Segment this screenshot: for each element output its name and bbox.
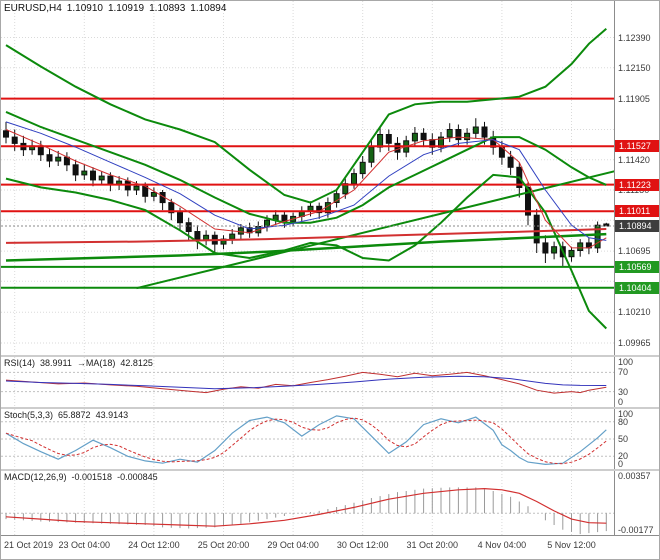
low-value: 1.10893 xyxy=(149,3,186,14)
stoch-name: Stoch(5,3,3) xyxy=(4,410,54,420)
time-axis-label: 24 Oct 12:00 xyxy=(128,540,180,550)
time-axis-label: 30 Oct 12:00 xyxy=(336,540,389,550)
price-axis-label: 1.12150 xyxy=(618,62,651,73)
indicator-axis-label: 0.00357 xyxy=(618,471,651,481)
price-axis-label: 1.11905 xyxy=(618,93,650,104)
price-axis-label: 1.09965 xyxy=(618,338,651,349)
stochastic-plot[interactable] xyxy=(1,409,614,469)
stoch-d-value: 43.9143 xyxy=(95,410,129,420)
indicator-axis-label: 100 xyxy=(618,357,634,367)
panel-separator[interactable] xyxy=(1,355,659,357)
rsi-name: RSI(14) xyxy=(4,358,36,368)
rsi-plot[interactable] xyxy=(1,357,614,407)
time-axis-label: 21 Oct 2019 xyxy=(4,540,54,550)
time-axis-label: 23 Oct 04:00 xyxy=(58,540,111,550)
rsi-ma-name: MA(18) xyxy=(85,358,116,368)
rsi-ma-arrow-icon: → xyxy=(76,358,86,368)
price-axis-label: 1.10210 xyxy=(618,307,651,318)
open-value: 1.10910 xyxy=(66,3,103,14)
macd-plot[interactable] xyxy=(1,471,614,535)
macd-axis[interactable]: 0.00357 -0.00177 xyxy=(614,471,659,535)
main-chart-panel: 1.123901.121501.119051.114201.111801.106… xyxy=(1,1,659,355)
indicator-axis-label: 80 xyxy=(618,416,629,427)
rsi-value: 38.9911 xyxy=(40,358,72,368)
close-value: 1.10894 xyxy=(190,3,227,14)
price-axis-label: 1.10695 xyxy=(618,246,651,257)
price-axis[interactable]: 1.123901.121501.119051.114201.111801.106… xyxy=(614,1,659,355)
indicator-axis-label: 0 xyxy=(618,459,624,469)
indicator-axis-label: 100 xyxy=(618,409,634,419)
price-line-badge: 1.11527 xyxy=(615,140,659,153)
macd-value: -0.001518 xyxy=(71,472,113,482)
stochastic-panel: 100 80 50 20 0 Stoch(5,3,3) 65.8872 43.9143 xyxy=(1,409,659,469)
stochastic-axis[interactable]: 100 80 50 20 0 xyxy=(614,409,659,469)
price-line-badge: 1.11011 xyxy=(615,205,659,218)
chart-ohlc-header: EURUSD,H4 1.10910 1.10919 1.10893 1.10894 xyxy=(4,3,231,14)
time-axis-label: 31 Oct 20:00 xyxy=(406,540,459,550)
rsi-axis[interactable]: 100 70 30 0 xyxy=(614,357,659,407)
price-axis-label: 1.12390 xyxy=(618,32,651,43)
price-line-badge: 1.10404 xyxy=(615,281,659,294)
macd-panel: 0.00357 -0.00177 MACD(12,26,9) -0.001518 -0… xyxy=(1,471,659,535)
macd-name: MACD(12,26,9) xyxy=(4,472,67,482)
indicator-axis-label: -0.00177 xyxy=(618,525,654,535)
panel-separator[interactable] xyxy=(1,469,659,471)
time-axis-label: 29 Oct 04:00 xyxy=(267,540,319,550)
macd-label: MACD(12,26,9) -0.001518 -0.000845 xyxy=(4,472,158,482)
rsi-ma-value: 42.8125 xyxy=(120,358,153,368)
indicator-axis-label: 30 xyxy=(618,386,629,397)
price-line-badge: 1.11223 xyxy=(615,178,659,191)
time-axis[interactable]: 21 Oct 2019 23 Oct 04:00 24 Oct 12:00 25 Oc… xyxy=(1,535,659,559)
indicator-axis-label: 0 xyxy=(618,397,624,407)
high-value: 1.10919 xyxy=(107,3,145,14)
time-axis-label: 5 Nov 12:00 xyxy=(547,540,596,550)
panel-separator[interactable] xyxy=(1,407,659,409)
current-price-badge: 1.10894 xyxy=(615,219,659,232)
macd-signal-value: -0.000845 xyxy=(117,472,158,482)
price-line-badge: 1.10569 xyxy=(615,260,659,273)
indicator-axis-label: 50 xyxy=(618,434,629,444)
price-axis-label: 1.11420 xyxy=(618,154,650,165)
rsi-label: RSI(14) 38.9911 →MA(18) 42.8125 xyxy=(4,358,153,368)
indicator-axis-label: 20 xyxy=(618,451,629,462)
indicator-axis-label: 70 xyxy=(618,367,629,378)
symbol-period-label: EURUSD,H4 xyxy=(4,3,62,14)
stochastic-label: Stoch(5,3,3) 65.8872 43.9143 xyxy=(4,410,128,420)
stoch-k-value: 65.8872 xyxy=(58,410,91,420)
time-axis-label: 25 Oct 20:00 xyxy=(197,540,250,550)
time-axis-label: 4 Nov 04:00 xyxy=(477,540,527,550)
main-price-plot[interactable] xyxy=(1,1,614,355)
rsi-panel: 100 70 30 0 RSI(14) 38.9911 →MA(18) 42.8125 xyxy=(1,357,659,407)
